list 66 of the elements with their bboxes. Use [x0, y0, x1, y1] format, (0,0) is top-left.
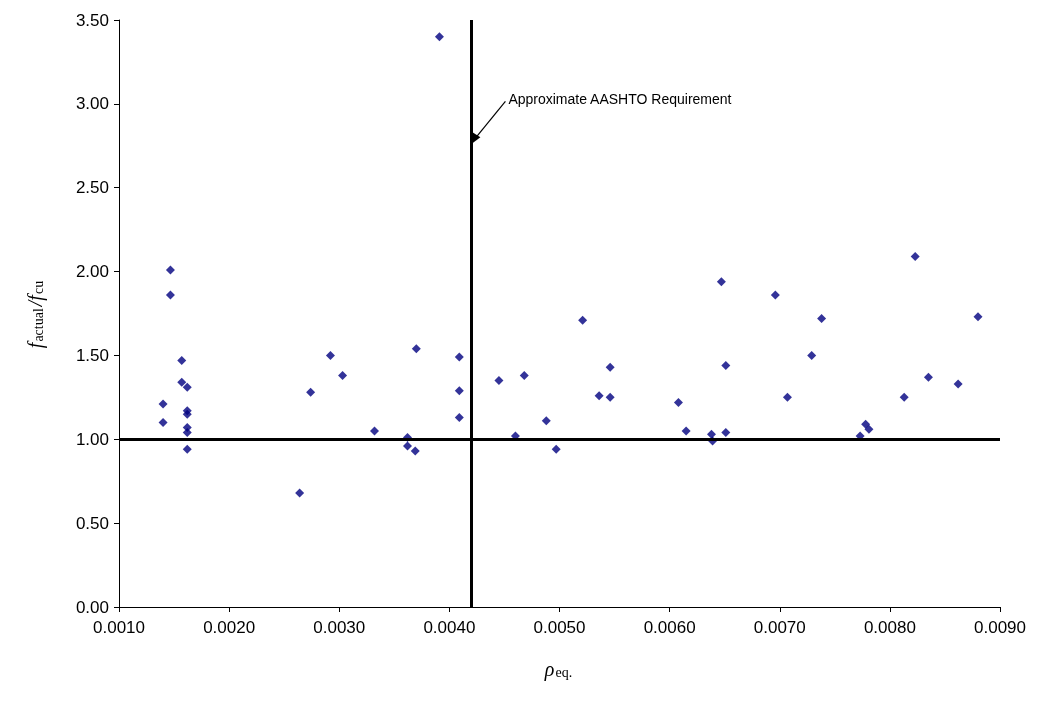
point [434, 32, 444, 42]
x-tick-label: 0.0040 [423, 618, 476, 637]
point [182, 382, 192, 392]
point [158, 418, 168, 428]
point [338, 371, 348, 381]
point [551, 444, 561, 454]
point [410, 446, 420, 456]
point [973, 312, 983, 322]
point [605, 392, 615, 402]
x-tick-label: 0.0060 [643, 618, 696, 637]
point [182, 444, 192, 454]
point [295, 488, 305, 498]
x-tick-label: 0.0020 [203, 618, 256, 637]
point [864, 424, 874, 434]
point [403, 441, 413, 451]
point [369, 426, 379, 436]
point [716, 277, 726, 287]
x-tick-label: 0.0010 [93, 618, 145, 637]
point [325, 350, 335, 360]
point [861, 419, 871, 429]
x-tick-label: 0.0070 [753, 618, 806, 637]
point [454, 352, 464, 362]
point [182, 428, 192, 438]
point [177, 377, 187, 387]
point [721, 360, 731, 370]
point [454, 412, 464, 422]
x-axis-title: ρeq. [543, 658, 573, 681]
point [706, 429, 716, 439]
point [158, 399, 168, 409]
point [411, 344, 421, 354]
point [605, 362, 615, 372]
point [681, 426, 691, 436]
x-tick-label: 0.0090 [974, 618, 1026, 637]
point [306, 387, 316, 397]
y-tick-label: 3.00 [75, 94, 109, 114]
x-tick-label: 0.0080 [863, 618, 916, 637]
point [165, 265, 175, 275]
point [165, 290, 175, 300]
x-tick-label: 0.0050 [533, 618, 586, 637]
point [910, 251, 920, 261]
point [721, 428, 731, 438]
y-tick-label: 2.00 [75, 262, 109, 282]
point [519, 371, 529, 381]
point [817, 314, 827, 324]
ref-line-label: Approximate AASHTO Requirement [508, 91, 732, 108]
point [899, 392, 909, 402]
y-axis-title: factual/fcu [24, 280, 47, 349]
y-tick-label: 0.50 [75, 513, 109, 533]
point [770, 290, 780, 300]
point [953, 379, 963, 389]
y-tick-label: 1.50 [75, 345, 109, 365]
point [494, 376, 504, 386]
point [454, 386, 464, 396]
y-tick-label: 1.00 [75, 429, 109, 449]
point [578, 315, 588, 325]
x-tick-label: 0.0030 [313, 618, 366, 637]
point [541, 416, 551, 426]
y-tick-label: 0.00 [75, 597, 109, 617]
point [807, 350, 817, 360]
point [923, 372, 933, 382]
point [782, 392, 792, 402]
y-tick-label: 2.50 [75, 178, 109, 198]
point [177, 355, 187, 365]
point [673, 397, 683, 407]
y-tick-label: 3.50 [75, 10, 109, 30]
point [594, 391, 604, 401]
